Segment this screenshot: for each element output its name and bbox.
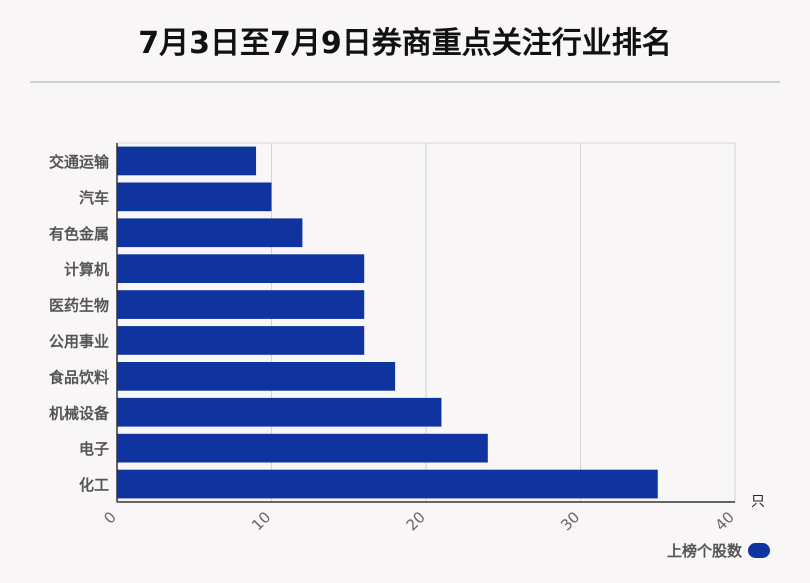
legend: 上榜个股数 [667,540,770,561]
legend-label: 上榜个股数 [666,542,742,560]
bar [117,469,658,499]
y-category-label: 机械设备 [49,404,110,422]
y-category-label: 计算机 [64,261,109,279]
x-tick-label: 10 [248,508,274,534]
y-category-label: 医药生物 [49,297,109,315]
y-category-label: 化工 [79,476,109,494]
y-category-label: 电子 [79,440,109,458]
title-divider [30,81,780,83]
y-category-label: 汽车 [79,189,109,207]
legend-swatch[interactable] [748,543,770,558]
x-axis-unit-label: 只 [751,494,765,510]
x-tick-label: 0 [100,508,119,527]
bar [117,254,365,284]
x-tick-label: 30 [557,508,583,534]
bar [117,146,257,176]
bar [117,290,365,319]
x-tick-label: 40 [712,508,738,534]
y-category-label: 公用事业 [49,332,109,350]
y-category-label: 有色金属 [49,225,109,243]
bar [117,218,303,248]
bar [117,326,365,355]
bar [117,397,442,427]
x-tick-label: 20 [403,508,429,534]
y-category-label: 食品饮料 [49,368,109,386]
bar [117,182,272,212]
bar [117,433,488,463]
chart-title: 7月3日至7月9日券商重点关注行业排名 [138,26,672,61]
bar [117,361,396,391]
y-category-label: 交通运输 [49,153,110,171]
